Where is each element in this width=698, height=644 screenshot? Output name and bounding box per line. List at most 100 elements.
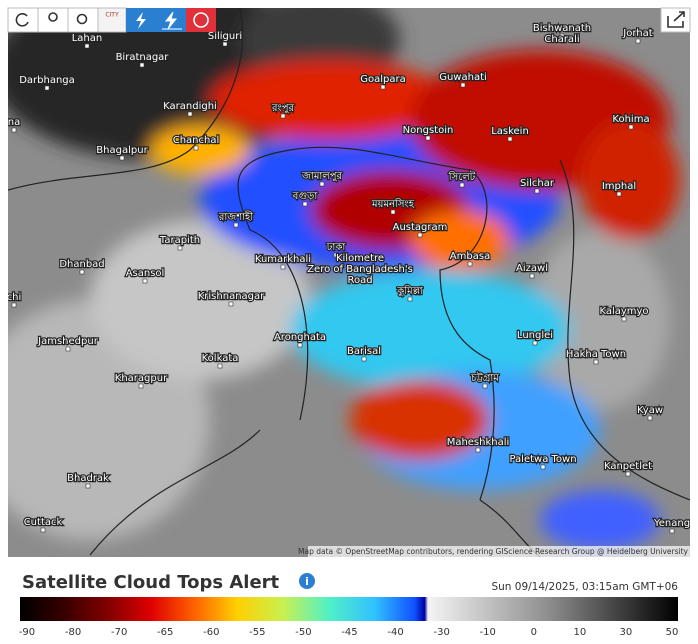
place-dot bbox=[361, 356, 367, 362]
colorbar-tick-label: 0 bbox=[531, 627, 537, 638]
place-label: Krishnanagar bbox=[198, 291, 265, 302]
share-icon bbox=[667, 11, 685, 28]
place-label: Road bbox=[347, 275, 372, 286]
place-label: Kolkata bbox=[202, 353, 239, 364]
place-label: Cuttack bbox=[24, 517, 63, 528]
place-label: Lahan bbox=[72, 33, 103, 44]
refresh-button[interactable] bbox=[7, 7, 39, 33]
place-label: Imphal bbox=[602, 181, 636, 192]
place-dot bbox=[459, 182, 465, 188]
place-label: Ambasa bbox=[450, 251, 490, 262]
place-dot bbox=[482, 383, 488, 389]
place-dot bbox=[532, 340, 538, 346]
place-dot bbox=[467, 261, 473, 267]
place-dot bbox=[11, 127, 17, 133]
colorbar-tick-label: 50 bbox=[666, 627, 679, 638]
place-dot bbox=[319, 181, 325, 187]
place-dot bbox=[380, 84, 386, 90]
colorbar-tick-label: -10 bbox=[480, 627, 496, 638]
place-label: Bishwanath bbox=[533, 23, 591, 34]
place-label: chi bbox=[7, 292, 22, 303]
place-label: Jorhat bbox=[622, 28, 652, 39]
place-label: জামালপুর bbox=[301, 171, 343, 182]
place-label: na bbox=[8, 117, 20, 128]
place-dot bbox=[187, 111, 193, 117]
info-button[interactable] bbox=[299, 573, 315, 589]
place-label: Kanpetlet bbox=[604, 461, 652, 472]
place-label: Zero of Bangladesh's bbox=[307, 264, 413, 275]
locate-icon bbox=[48, 12, 58, 22]
city-label: CITY bbox=[105, 12, 119, 19]
colorbar-tick-label: -80 bbox=[65, 627, 81, 638]
place-label: Charali bbox=[544, 34, 579, 45]
colorbar-tick-label: -40 bbox=[387, 627, 403, 638]
place-label: সিলেট bbox=[448, 170, 476, 183]
place-label: Laskein bbox=[491, 126, 529, 137]
place-label: চট্টগ্রাম bbox=[470, 372, 499, 384]
place-dot bbox=[222, 41, 228, 47]
place-label: Kyaw bbox=[637, 405, 663, 416]
cloud-layer bbox=[8, 8, 680, 550]
place-dot bbox=[119, 155, 125, 161]
place-label: Aronghata bbox=[274, 332, 326, 343]
alert-icon bbox=[193, 12, 209, 28]
place-dot bbox=[540, 464, 546, 470]
place-dot bbox=[390, 209, 396, 215]
place-label: Silchar bbox=[520, 178, 555, 189]
place-dot bbox=[280, 264, 286, 270]
place-label: Hakha Town bbox=[566, 349, 626, 360]
toolbar: CITY bbox=[7, 7, 691, 33]
colorbar-tick-label: 30 bbox=[620, 627, 633, 638]
zoom-button[interactable] bbox=[67, 7, 99, 33]
zoom-icon bbox=[76, 13, 88, 25]
place-dot bbox=[85, 483, 91, 489]
place-label: Karandighi bbox=[163, 101, 217, 112]
place-label: Nongstoin bbox=[403, 125, 454, 136]
place-label: Lunglei bbox=[517, 330, 553, 341]
place-dot bbox=[193, 145, 199, 151]
colorbar-tick-label: -30 bbox=[433, 627, 449, 638]
place-label: ঢাকা bbox=[326, 242, 347, 253]
place-dot bbox=[177, 245, 183, 251]
place-dot bbox=[507, 136, 513, 142]
place-dot bbox=[333, 252, 339, 258]
place-dot bbox=[475, 447, 481, 453]
place-label: Guwahati bbox=[439, 72, 487, 83]
place-label: Chanchal bbox=[173, 135, 220, 146]
place-dot bbox=[593, 359, 599, 365]
place-dot bbox=[407, 296, 413, 302]
place-dot bbox=[529, 273, 535, 279]
place-label: Maheshkhali bbox=[447, 437, 510, 448]
place-dot bbox=[647, 415, 653, 421]
place-dot bbox=[142, 278, 148, 284]
alert-button[interactable] bbox=[186, 8, 216, 32]
place-dot bbox=[669, 528, 675, 534]
place-dot bbox=[84, 43, 90, 49]
place-dot bbox=[621, 316, 627, 322]
place-dot bbox=[139, 62, 145, 68]
colorbar-tick-label: -70 bbox=[111, 627, 127, 638]
lightning-icon bbox=[136, 12, 146, 29]
colorbar-ticks: -90 -80 -70 -65 -60 -55 -50 -45 -40 -30 -10 0 10 30 50 bbox=[19, 627, 679, 638]
place-dot bbox=[425, 135, 431, 141]
timestamp: Sun 09/14/2025, 03:15am GMT+06 bbox=[491, 581, 678, 593]
place-label: Kharagpur bbox=[115, 373, 168, 384]
place-label: Biratnagar bbox=[116, 52, 170, 63]
place-label: Jamshedpur bbox=[37, 336, 99, 347]
place-dot bbox=[138, 383, 144, 389]
place-label: Kilometre bbox=[336, 253, 384, 264]
attribution: Map data © OpenStreetMap contributors, r… bbox=[298, 547, 689, 556]
place-dot bbox=[228, 301, 234, 307]
place-dot bbox=[40, 527, 46, 533]
place-label: রাজশাহী bbox=[218, 210, 253, 223]
colorbar-tick-label: -55 bbox=[249, 627, 265, 638]
place-dot bbox=[625, 471, 631, 477]
colorbar-tick-label: -45 bbox=[341, 627, 357, 638]
place-dot bbox=[11, 302, 17, 308]
attribution-bg bbox=[308, 546, 690, 557]
place-label: Asansol bbox=[126, 268, 165, 279]
place-dot bbox=[280, 113, 286, 119]
locate-button[interactable] bbox=[37, 7, 69, 33]
